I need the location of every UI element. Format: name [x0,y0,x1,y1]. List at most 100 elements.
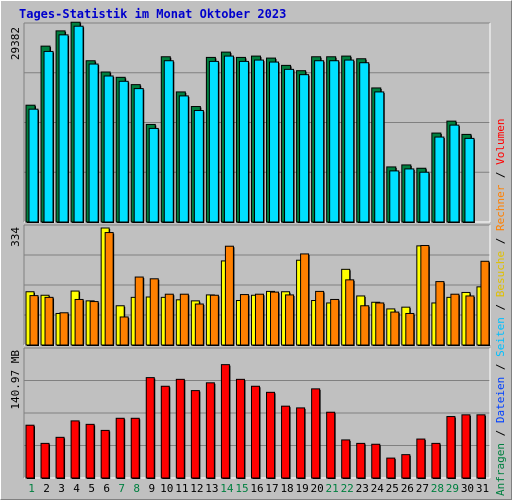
x-tick-label-day-13: 13 [205,482,218,495]
bar-sites-day-7 [119,316,129,346]
bar-files-day-26 [404,168,415,223]
x-tick-label-day-18: 18 [280,482,293,495]
bar-files-day-2 [43,50,54,223]
bar-volume-day-11 [175,378,185,479]
x-tick-label-day-4: 4 [73,482,80,495]
bar-sites-day-27 [420,245,430,346]
x-tick-label-day-5: 5 [88,482,95,495]
bar-sites-day-30 [465,295,475,346]
bar-volume-day-7 [115,417,125,479]
x-tick-label-day-25: 25 [386,482,399,495]
bar-volume-day-2 [40,442,50,479]
x-tick-label-day-27: 27 [416,482,429,495]
bar-volume-day-17 [266,391,276,479]
bar-volume-day-15 [235,378,245,479]
x-tick-label-day-19: 19 [295,482,308,495]
bar-files-day-25 [389,170,400,223]
bar-files-day-10 [163,60,174,223]
bar-files-day-16 [253,59,264,223]
x-tick-label-day-30: 30 [461,482,474,495]
bar-files-day-21 [329,60,340,223]
bar-files-day-18 [284,68,295,223]
y-axis-max-label-2: 334 [9,227,22,247]
legend-item-1: / [494,423,507,443]
legend-item-10: Volumen [494,118,507,164]
x-tick-label-day-1: 1 [28,482,35,495]
bar-volume-day-28 [431,442,441,479]
x-tick-label-day-3: 3 [58,482,65,495]
bar-files-day-6 [103,75,114,223]
x-tick-label-day-12: 12 [190,482,203,495]
bar-files-day-22 [344,59,355,223]
bar-sites-day-16 [254,293,264,346]
x-tick-label-day-15: 15 [235,482,248,495]
bar-sites-day-4 [74,298,84,346]
x-tick-label-day-23: 23 [356,482,369,495]
bar-volume-day-23 [356,442,366,479]
bar-volume-day-29 [446,416,456,479]
bar-volume-day-30 [461,414,471,479]
bar-sites-day-20 [315,290,325,346]
x-tick-label-day-24: 24 [371,482,385,495]
bar-sites-day-17 [270,291,280,346]
bar-sites-day-15 [239,294,249,346]
x-tick-label-day-16: 16 [250,482,263,495]
bar-files-day-17 [269,61,280,223]
bar-sites-day-24 [375,302,385,346]
bar-volume-day-19 [296,407,306,479]
bar-sites-day-6 [104,232,114,346]
bar-sites-day-23 [360,305,370,346]
bar-files-day-5 [88,63,99,223]
bar-volume-day-4 [70,420,80,479]
bar-sites-day-12 [194,303,204,346]
x-tick-label-day-9: 9 [148,482,155,495]
legend-item-5: / [494,297,507,317]
bar-sites-day-10 [164,293,174,346]
legend-item-4: Seiten [494,317,507,357]
x-tick-label-day-31: 31 [476,482,489,495]
bar-files-day-28 [434,136,445,223]
bar-files-day-23 [359,62,370,223]
bar-volume-day-9 [145,377,155,479]
bar-volume-day-12 [190,390,200,479]
bar-volume-day-26 [401,454,411,479]
bar-volume-day-5 [85,423,95,479]
y-axis-max-label-1: 29382 [9,27,22,60]
bar-volume-day-10 [160,385,170,479]
bar-files-day-4 [73,25,84,223]
legend-item-3: / [494,357,507,377]
x-tick-label-day-22: 22 [341,482,354,495]
bar-sites-day-26 [405,312,415,346]
bar-files-day-12 [193,110,204,223]
bar-files-day-14 [223,55,234,223]
bar-volume-day-22 [341,439,351,479]
x-tick-label-day-2: 2 [43,482,50,495]
bar-files-day-7 [118,80,129,223]
legend-item-7: / [494,231,507,251]
bar-volume-day-3 [55,436,65,479]
bar-sites-day-29 [450,293,460,346]
bar-files-day-19 [299,74,310,223]
bar-files-day-3 [58,34,69,223]
bar-files-day-13 [208,60,219,223]
bar-sites-day-28 [435,281,445,346]
bar-volume-day-14 [220,364,230,479]
legend-item-2: Dateien [494,377,507,423]
bar-sites-day-2 [44,296,54,346]
x-tick-label-day-11: 11 [175,482,188,495]
legend-vertical: Anfragen / Dateien / Seiten / Besuche / … [494,118,507,496]
bar-sites-day-14 [224,245,234,346]
bar-volume-day-6 [100,429,110,479]
legend-item-6: Besuche [494,251,507,297]
bar-files-day-20 [314,60,325,223]
x-tick-label-day-6: 6 [103,482,110,495]
x-tick-label-day-26: 26 [401,482,414,495]
bar-volume-day-21 [326,411,336,479]
bar-files-day-9 [148,127,159,223]
bar-volume-day-31 [476,414,486,479]
x-tick-label-day-20: 20 [311,482,324,495]
x-tick-label-day-7: 7 [118,482,125,495]
bar-volume-day-13 [205,382,215,479]
bar-files-day-27 [419,171,430,223]
legend-item-8: Rechner [494,184,507,231]
